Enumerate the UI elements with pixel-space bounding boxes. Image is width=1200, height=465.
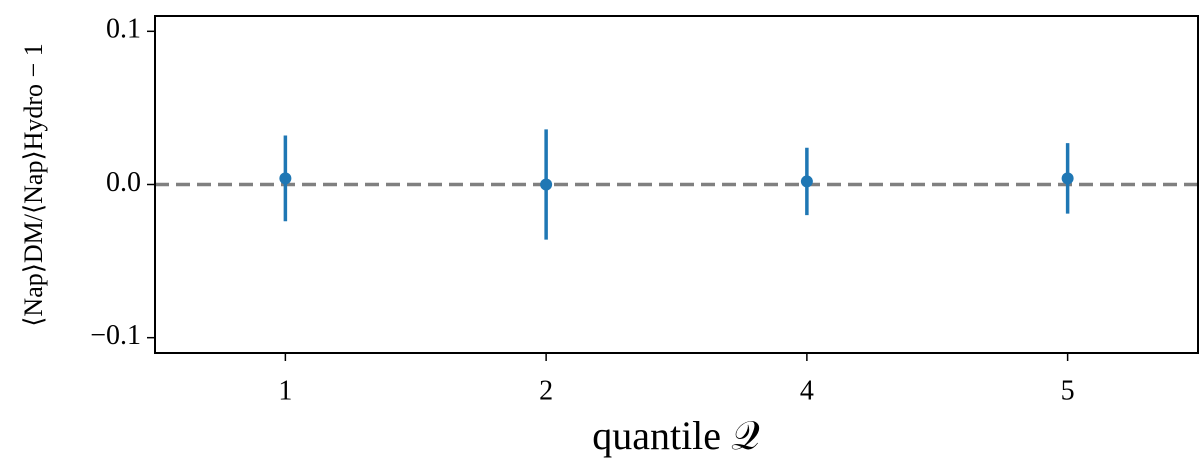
point: [1061, 172, 1074, 185]
y-tick-label: 0.0: [106, 167, 141, 198]
point: [800, 175, 813, 188]
x-tick-label: 5: [1061, 375, 1075, 406]
y-tick-label: −0.1: [90, 320, 141, 351]
x-axis-label: quantile 𝒬: [592, 413, 760, 458]
plot-frame: [154, 15, 1199, 354]
x-tick-label: 4: [800, 375, 814, 406]
x-tick-label: 2: [539, 375, 553, 406]
y-axis-label: ⟨Nap⟩DM/⟨Nap⟩Hydro − 1: [19, 43, 48, 326]
x-tick-label: 1: [278, 375, 292, 406]
point: [540, 178, 553, 191]
point: [279, 172, 292, 185]
y-tick-label: 0.1: [106, 14, 141, 45]
